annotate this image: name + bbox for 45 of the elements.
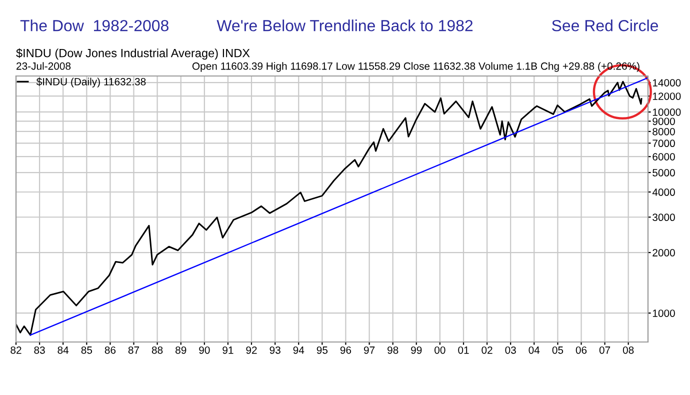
x-tick-label: 82 — [10, 346, 22, 354]
text: See Red Circle — [552, 20, 658, 32]
x-tick-label: 84 — [58, 346, 69, 354]
x-tick-label: 05 — [552, 346, 564, 354]
x-tick-label: 02 — [482, 346, 492, 354]
text: We're Below Trendline Back to 1982 — [216, 20, 473, 32]
y-tick-label: 7000 — [652, 140, 675, 148]
y-tick-label: 9000 — [652, 118, 675, 126]
x-tick-label: 88 — [152, 346, 163, 354]
x-tick-label: 87 — [128, 346, 140, 354]
y-tick-label: 2000 — [652, 249, 675, 256]
x-tick-label: 96 — [340, 346, 352, 354]
x-tick-label: 08 — [622, 346, 634, 354]
y-tick-label: 4000 — [652, 188, 675, 196]
x-tick-label: 91 — [222, 346, 234, 354]
x-tick-label: 94 — [293, 346, 304, 354]
x-tick-label: 98 — [388, 346, 398, 354]
x-tick-label: 97 — [364, 346, 375, 354]
x-tick-label: 89 — [176, 346, 186, 354]
x-tick-label: 86 — [104, 346, 116, 354]
x-tick-label: 93 — [270, 346, 280, 354]
chart-title: The Dow 1982-2008 — [20, 20, 168, 32]
x-tick-label: 03 — [505, 346, 516, 354]
y-tick-label: 8000 — [652, 128, 675, 136]
chart-subtitle: $INDU (Dow Jones Industrial Average) INDX — [16, 48, 250, 60]
x-tick-label: 99 — [411, 346, 422, 354]
text: 23-Jul-2008 — [16, 62, 71, 70]
y-tick-label: 1000 — [652, 310, 675, 317]
x-tick-label: 90 — [199, 346, 210, 354]
x-tick-label: 00 — [434, 346, 446, 354]
y-tick-label: 3000 — [652, 214, 675, 222]
x-tick-label: 06 — [576, 346, 587, 354]
x-tick-label: 07 — [599, 346, 610, 354]
x-tick-label: 92 — [246, 346, 257, 354]
legend-label: $INDU (Daily) 11632.38 — [36, 78, 146, 88]
y-tick-label: 12000 — [652, 92, 681, 100]
x-tick-label: 95 — [316, 346, 328, 354]
y-tick-label: 6000 — [652, 153, 675, 160]
y-tick-label: 14000 — [652, 79, 681, 86]
x-tick-label: 04 — [528, 346, 540, 354]
x-tick-label: 85 — [81, 346, 92, 354]
x-tick-label: 01 — [458, 346, 469, 354]
y-tick-label: 10000 — [652, 108, 681, 116]
y-tick-label: 5000 — [652, 169, 675, 176]
x-tick-label: 83 — [34, 346, 45, 354]
